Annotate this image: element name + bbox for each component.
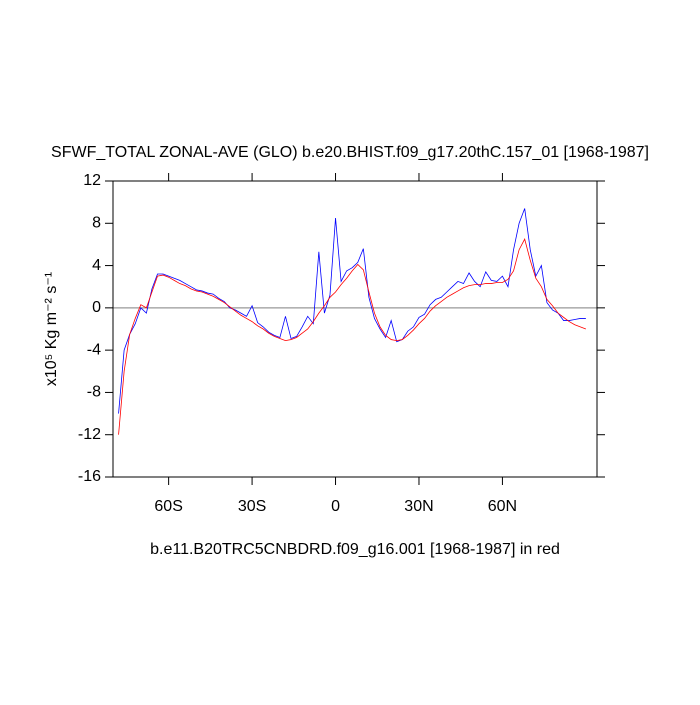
y-tick-label: -16 [78, 468, 101, 485]
data-line [118, 208, 586, 414]
x-tick-label: 30S [238, 498, 266, 515]
y-tick-label: -4 [87, 341, 101, 358]
y-tick-label: 0 [92, 299, 101, 316]
plot-frame [112, 180, 598, 478]
chart-title: SFWF_TOTAL ZONAL-AVE (GLO) b.e20.BHIST.f… [51, 144, 649, 161]
y-tick-label: 8 [92, 215, 101, 232]
x-tick-label: 0 [331, 498, 340, 515]
x-tick-label: 60S [154, 498, 182, 515]
data-line [118, 238, 587, 435]
y-tick-label: -8 [87, 384, 101, 401]
x-tick-label: 60N [488, 498, 517, 515]
y-tick-label: 12 [83, 172, 101, 189]
y-tick-label: -12 [78, 426, 101, 443]
y-tick-label: 4 [92, 257, 101, 274]
chart-subtitle: b.e11.B20TRC5CNBDRD.f09_g16.001 [1968-19… [150, 541, 560, 558]
y-axis-label: x10⁵ Kg m⁻² s⁻¹ [43, 272, 60, 386]
x-tick-label: 30N [404, 498, 433, 515]
